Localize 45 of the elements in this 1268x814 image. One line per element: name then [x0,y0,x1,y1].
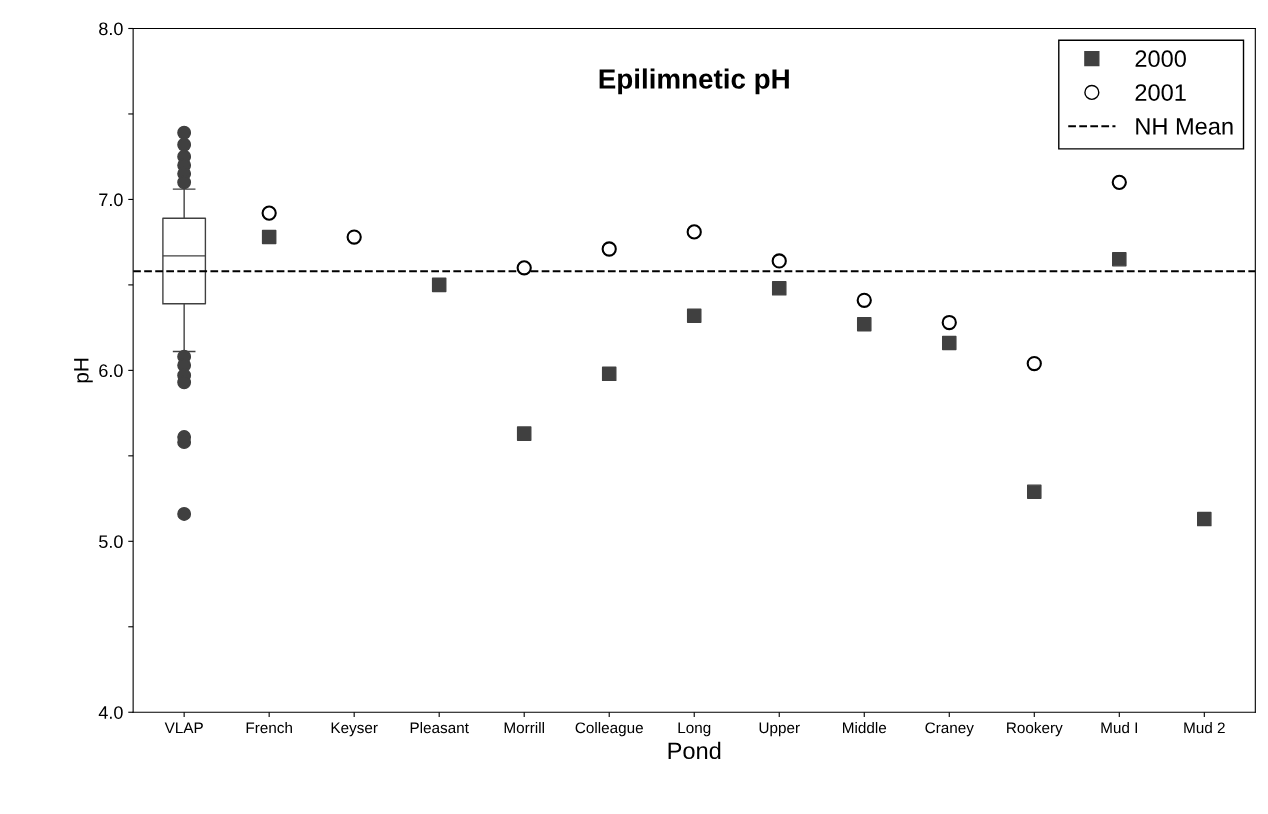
x-tick-label: Morrill [504,721,544,734]
legend-label: NH Mean [1136,118,1233,135]
point [1027,484,1042,500]
point [1111,174,1127,190]
point [516,260,532,276]
point [261,205,277,221]
y-tick-label: 6.0 [99,364,123,378]
point [856,292,872,308]
x-tick-label: Middle [843,721,887,734]
x-tick-label: Pleasant [410,721,469,734]
x-tick-label: Long [678,722,711,737]
point [1026,355,1042,372]
x-axis-title: Pond [668,741,721,760]
point [941,335,957,351]
y-tick-label: 7.0 [99,193,123,207]
point [431,277,447,293]
x-tick-label: Mud 2 [1184,721,1225,734]
x-tick-label: Mud I [1101,721,1137,734]
x-tick-label: Keyser [331,722,378,737]
point [856,316,872,332]
x-tick-label: Upper [759,722,800,737]
y-tick-label: 4.0 [98,706,123,719]
point [1112,251,1127,267]
point [601,366,617,382]
point [771,253,787,269]
x-tick-label: French [246,721,292,734]
legend-label: 2001 [1135,84,1186,101]
point [771,281,787,296]
point [686,224,702,240]
point [261,229,277,245]
point [941,314,957,331]
x-tick-label: Craney [925,722,974,737]
point [686,308,702,323]
point [601,241,617,257]
y-tick-label: 8.0 [99,22,123,36]
x-tick-label: VLAP [164,722,203,734]
y-tick-label: 5.0 [99,535,123,549]
y-axis-title: pH [74,358,93,383]
point [1197,511,1212,527]
point [516,426,532,441]
x-tick-label: Colleague [575,721,643,737]
text: Epilimnetic pH [599,68,789,95]
x-tick-label: Rookery [1007,721,1063,737]
point [346,229,362,245]
legend-label: 2000 [1135,50,1186,68]
